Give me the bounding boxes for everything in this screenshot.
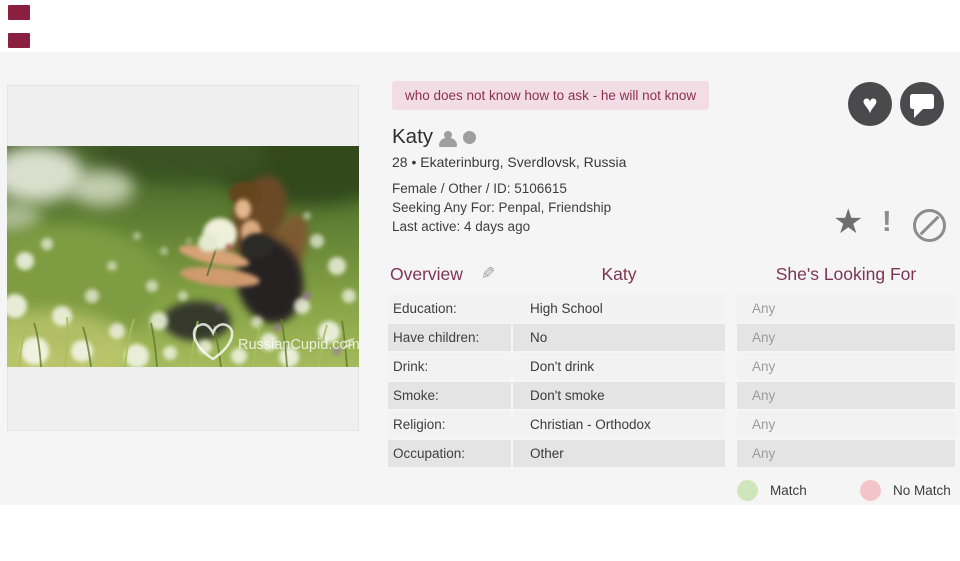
red-accent-bar-bottom: [8, 33, 30, 48]
row-preference: Any: [737, 324, 955, 351]
row-value: Other: [513, 440, 725, 467]
row-label: Education:: [388, 295, 511, 322]
row-label: Have children:: [388, 324, 511, 351]
favorite-star-button[interactable]: ★: [833, 203, 864, 241]
watermark-text: RussianCupid.com: [238, 337, 359, 353]
block-slash-icon: [919, 215, 940, 236]
row-preference: Any: [737, 440, 955, 467]
profile-name: Katy: [392, 125, 434, 148]
profile-column-header: Katy: [601, 264, 637, 284]
row-preference: Any: [737, 411, 955, 438]
online-status-dot-icon: [463, 131, 476, 144]
member-icon: [438, 131, 458, 147]
row-label: Occupation:: [388, 440, 511, 467]
match-dot-icon: [737, 480, 758, 501]
row-preference: Any: [737, 353, 955, 380]
no-match-legend-label: No Match: [893, 483, 951, 498]
report-button[interactable]: !: [882, 206, 892, 238]
preference-column-header: She's Looking For: [775, 264, 917, 284]
match-legend-label: Match: [770, 483, 807, 498]
row-preference: Any: [737, 295, 955, 322]
watermark-heart-icon: [192, 323, 234, 361]
row-value: Don't smoke: [513, 382, 725, 409]
row-value: Don't drink: [513, 353, 725, 380]
quote-banner: who does not know how to ask - he will n…: [392, 81, 710, 110]
show-interest-button[interactable]: ♥: [848, 82, 892, 126]
no-match-dot-icon: [860, 480, 881, 501]
overview-section-title: Overview: [390, 264, 463, 284]
message-button[interactable]: [900, 82, 944, 126]
row-label: Religion:: [388, 411, 511, 438]
row-value: No: [513, 324, 725, 351]
profile-photo-card: RussianCupid.com: [7, 85, 359, 431]
seeking-line: Seeking Any For: Penpal, Friendship: [392, 200, 612, 215]
age-location: 28 • Ekaterinburg, Sverdlovsk, Russia: [392, 154, 627, 170]
last-active-line: Last active: 4 days ago: [392, 219, 531, 234]
gender-id-line: Female / Other / ID: 5106615: [392, 181, 567, 196]
heart-icon: ♥: [862, 89, 878, 119]
edit-pencil-icon[interactable]: ✎: [481, 264, 496, 283]
watermark: RussianCupid.com: [192, 323, 359, 361]
chat-bubble-icon: [910, 94, 934, 118]
profile-photo[interactable]: RussianCupid.com: [7, 146, 359, 367]
red-accent-bar-top: [8, 5, 30, 20]
row-value: High School: [513, 295, 725, 322]
row-label: Smoke:: [388, 382, 511, 409]
row-label: Drink:: [388, 353, 511, 380]
row-preference: Any: [737, 382, 955, 409]
row-value: Christian - Orthodox: [513, 411, 725, 438]
block-button[interactable]: [913, 209, 946, 242]
